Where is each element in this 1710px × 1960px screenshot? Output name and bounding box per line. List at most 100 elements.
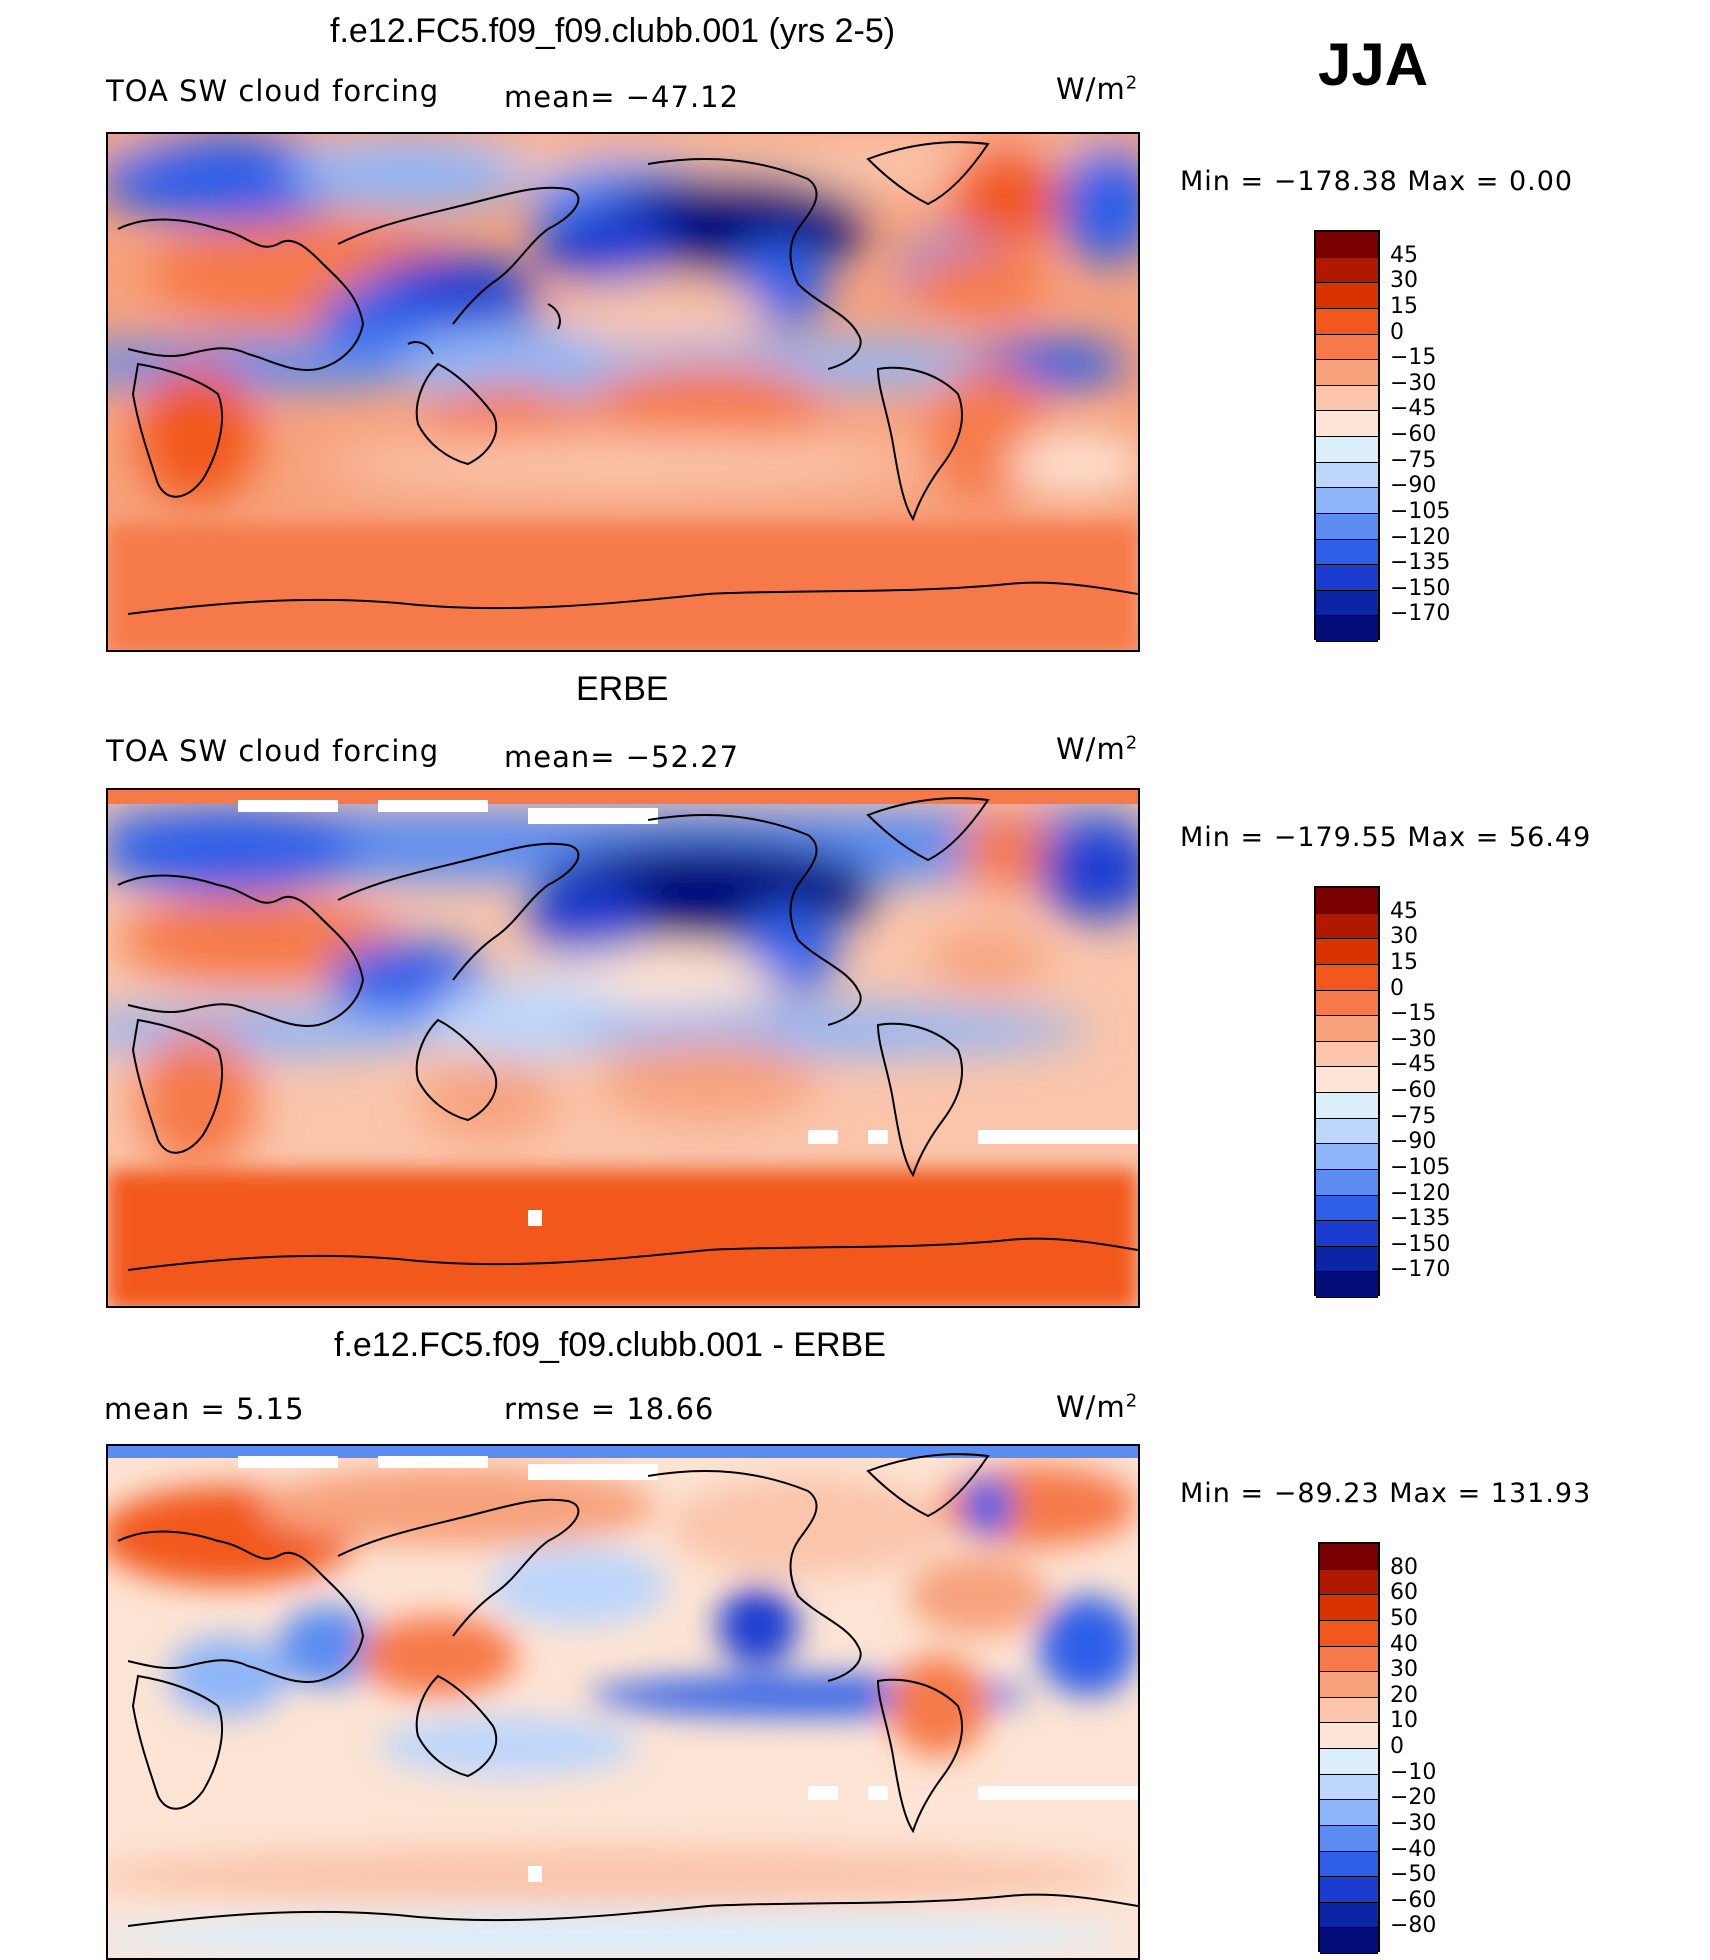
- colorbar-label: −105: [1390, 1154, 1451, 1180]
- panel-2-variable: TOA SW cloud forcing: [106, 734, 440, 768]
- panel-1-map: [106, 132, 1140, 652]
- colorbar-label: 45: [1390, 242, 1418, 268]
- colorbar-swatch: [1316, 939, 1378, 965]
- colorbar-label: −75: [1390, 447, 1437, 473]
- colorbar-swatch: [1316, 1246, 1378, 1273]
- colorbar-swatch: [1316, 990, 1378, 1017]
- panel-1-title: f.e12.FC5.f09_f09.clubb.001 (yrs 2-5): [330, 12, 896, 50]
- colorbar-swatch: [1320, 1620, 1378, 1647]
- colorbar-label: −105: [1390, 498, 1451, 524]
- colorbar-swatch: [1316, 1041, 1378, 1068]
- colorbar-label: −75: [1390, 1103, 1437, 1129]
- colorbar-swatch: [1316, 539, 1378, 566]
- colorbar-swatch: [1316, 1272, 1378, 1298]
- colorbar-label: 0: [1390, 319, 1404, 345]
- colorbar-swatch: [1316, 1067, 1378, 1093]
- colorbar-label: −50: [1390, 1862, 1437, 1888]
- colorbar-label: −30: [1390, 1810, 1437, 1836]
- colorbar-swatch: [1320, 1851, 1378, 1878]
- colorbar-swatch: [1320, 1749, 1378, 1775]
- panel-3-title: f.e12.FC5.f09_f09.clubb.001 - ERBE: [334, 1326, 886, 1364]
- colorbar-label: 40: [1390, 1631, 1418, 1657]
- panel-2-colorbar-scale: [1314, 886, 1380, 1298]
- panel-1-variable: TOA SW cloud forcing: [106, 74, 440, 108]
- colorbar-swatch: [1316, 1118, 1378, 1145]
- colorbar-label: −80: [1390, 1913, 1437, 1939]
- colorbar-label: −120: [1390, 524, 1451, 550]
- colorbar-swatch: [1316, 590, 1378, 617]
- colorbar-swatch: [1316, 513, 1378, 540]
- panel-1-colorbar-scale: [1314, 230, 1380, 642]
- panel-2-units: W/m2: [1056, 732, 1139, 766]
- colorbar-label: 30: [1390, 924, 1418, 950]
- colorbar-label: −120: [1390, 1180, 1451, 1206]
- colorbar-label: −170: [1390, 601, 1451, 627]
- colorbar-swatch: [1320, 1672, 1378, 1698]
- colorbar-swatch: [1316, 1144, 1378, 1170]
- colorbar-label: −15: [1390, 1001, 1437, 1027]
- panel-2-title: ERBE: [576, 670, 669, 708]
- colorbar-label: 50: [1390, 1605, 1418, 1631]
- colorbar-swatch: [1320, 1928, 1378, 1954]
- colorbar-label: −15: [1390, 345, 1437, 371]
- colorbar-swatch: [1316, 257, 1378, 284]
- colorbar-label: 10: [1390, 1708, 1418, 1734]
- colorbar-label: 15: [1390, 949, 1418, 975]
- colorbar-label: −45: [1390, 1052, 1437, 1078]
- colorbar-swatch: [1316, 913, 1378, 940]
- colorbar-label: 0: [1390, 1734, 1404, 1759]
- colorbar-swatch: [1316, 462, 1378, 489]
- colorbar-label: −90: [1390, 1129, 1437, 1155]
- colorbar-label: −135: [1390, 550, 1451, 576]
- colorbar-swatch: [1320, 1800, 1378, 1826]
- panel-2-mean: mean= −52.27: [504, 740, 740, 774]
- colorbar-swatch: [1316, 964, 1378, 991]
- panel-1-minmax: Min = −178.38 Max = 0.00: [1180, 166, 1574, 197]
- colorbar-swatch: [1316, 334, 1378, 361]
- colorbar-swatch: [1316, 1195, 1378, 1222]
- colorbar-label: −30: [1390, 370, 1437, 396]
- colorbar-label: −60: [1390, 1887, 1437, 1913]
- colorbar-swatch: [1316, 283, 1378, 309]
- colorbar-label: −135: [1390, 1206, 1451, 1232]
- colorbar-swatch: [1316, 411, 1378, 437]
- colorbar-label: −60: [1390, 422, 1437, 447]
- colorbar-swatch: [1320, 1544, 1378, 1570]
- colorbar-swatch: [1320, 1877, 1378, 1903]
- colorbar-label: −45: [1390, 396, 1437, 422]
- colorbar-label: 0: [1390, 975, 1404, 1001]
- colorbar-label: −170: [1390, 1257, 1451, 1283]
- colorbar-swatch: [1316, 488, 1378, 514]
- panel-3-map: [106, 1444, 1140, 1960]
- colorbar-swatch: [1316, 308, 1378, 335]
- panel-3-mean: mean = 5.15: [104, 1392, 305, 1426]
- colorbar-label: 20: [1390, 1682, 1418, 1708]
- colorbar-label: 30: [1390, 1657, 1418, 1683]
- colorbar-label: −150: [1390, 1231, 1451, 1257]
- colorbar-swatch: [1320, 1697, 1378, 1724]
- panel-3-units: W/m2: [1056, 1390, 1139, 1424]
- colorbar-label: 60: [1390, 1580, 1418, 1606]
- colorbar-swatch: [1316, 437, 1378, 463]
- colorbar-swatch: [1316, 232, 1378, 258]
- colorbar-label: −90: [1390, 473, 1437, 499]
- colorbar-swatch: [1316, 1169, 1378, 1196]
- colorbar-swatch: [1320, 1646, 1378, 1673]
- colorbar-label: −40: [1390, 1836, 1437, 1862]
- colorbar-swatch: [1320, 1902, 1378, 1929]
- colorbar-swatch: [1316, 616, 1378, 642]
- panel-3-rmse: rmse = 18.66: [504, 1392, 715, 1426]
- season-label: JJA: [1318, 31, 1429, 98]
- panel-2-map: [106, 788, 1140, 1308]
- colorbar-swatch: [1316, 1093, 1378, 1119]
- panel-2-minmax: Min = −179.55 Max = 56.49: [1180, 822, 1592, 853]
- colorbar-swatch: [1316, 565, 1378, 591]
- colorbar-label: −150: [1390, 575, 1451, 601]
- colorbar-label: −30: [1390, 1026, 1437, 1052]
- colorbar-swatch: [1320, 1595, 1378, 1621]
- panel-3-colorbar-scale: [1318, 1542, 1380, 1954]
- colorbar-swatch: [1316, 888, 1378, 914]
- colorbar-swatch: [1316, 1221, 1378, 1247]
- colorbar-label: 30: [1390, 268, 1418, 294]
- colorbar-swatch: [1316, 1016, 1378, 1042]
